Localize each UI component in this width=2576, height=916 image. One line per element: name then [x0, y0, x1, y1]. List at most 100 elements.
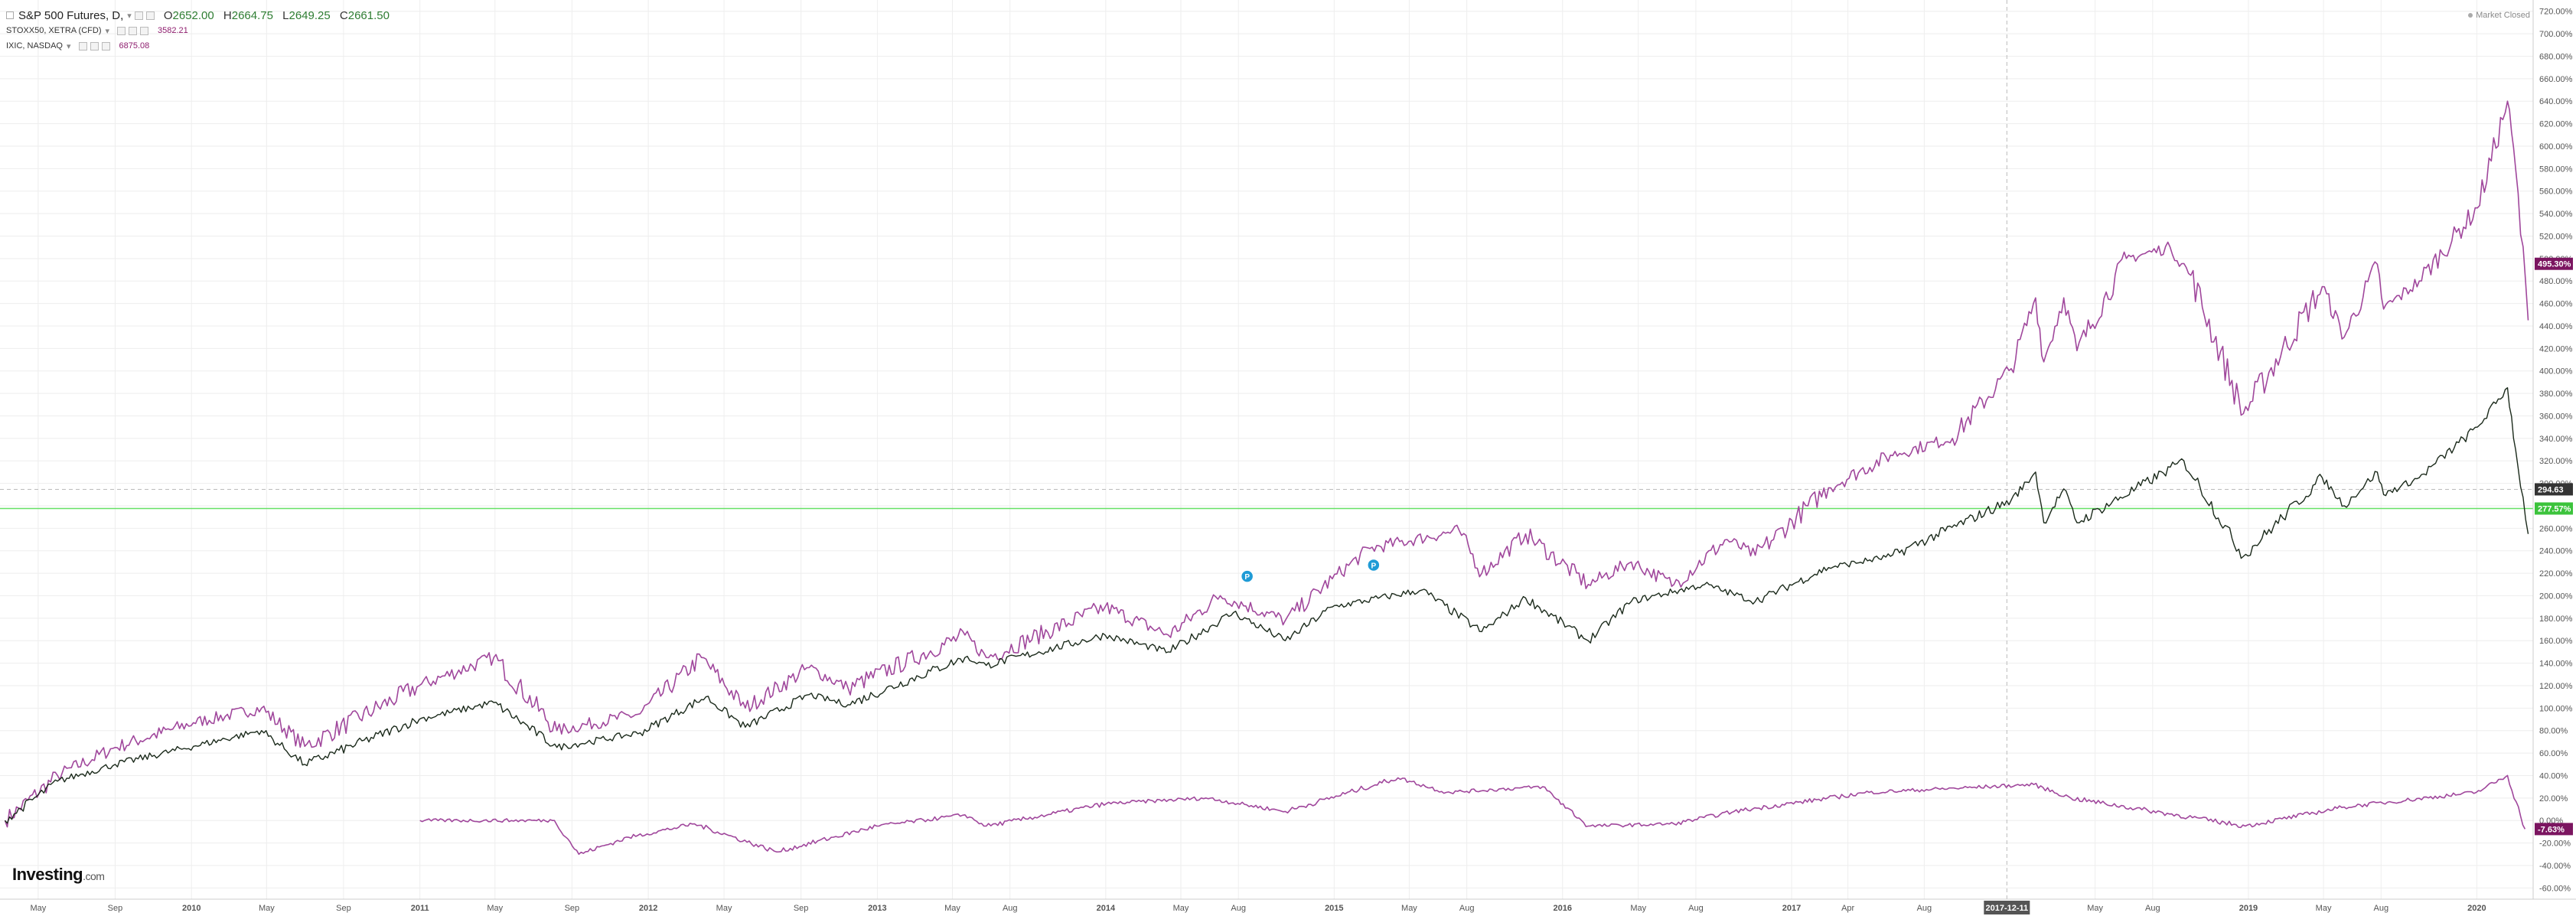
y-tick-label: 100.00% [2539, 704, 2573, 713]
y-tick-label: 200.00% [2539, 592, 2573, 601]
overlay-value-ixic: 6875.08 [119, 41, 150, 51]
x-tick-label: 2017 [1782, 904, 1801, 913]
y-tick-label: 700.00% [2539, 30, 2573, 39]
x-tick-label: 2010 [182, 904, 201, 913]
settings-icon[interactable] [129, 26, 138, 35]
y-tick-label: 400.00% [2539, 367, 2573, 377]
y-tick-label: 180.00% [2539, 614, 2573, 624]
y-tick-label: 620.00% [2539, 120, 2573, 129]
legend-main-row: S&P 500 Futures, D, ▾ O2652.00 H2664.75 … [6, 8, 396, 23]
y-tick-label: 60.00% [2539, 749, 2568, 758]
overlay-value-stoxx: 3582.21 [158, 26, 188, 35]
y-tick-label: 720.00% [2539, 8, 2573, 17]
event-markers[interactable]: PP [1240, 558, 1381, 583]
crosshair-date-badge [1984, 901, 2030, 914]
status-dot-icon [2468, 13, 2473, 18]
last-value-text-ixic-nasdaq: 495.30% [2538, 260, 2571, 269]
x-tick-label: May [487, 904, 503, 913]
x-tick-label: Sep [794, 904, 809, 913]
y-tick-label: 40.00% [2539, 771, 2568, 781]
y-tick-label: 320.00% [2539, 457, 2573, 466]
time-axis[interactable]: May Sep 2010 May Sep 2011 May Sep 2012 May Sep 2013… [30, 904, 2486, 913]
x-tick-label: Aug [1459, 904, 1475, 913]
y-tick-label: 660.00% [2539, 75, 2573, 84]
event-marker-icon[interactable] [1240, 569, 1254, 583]
y-tick-label: 20.00% [2539, 794, 2568, 804]
last-value-badge-stoxx50-xetra-cfd [2535, 823, 2573, 836]
x-tick-label: Sep [336, 904, 351, 913]
y-tick-label: 560.00% [2539, 187, 2573, 197]
last-value-text-stoxx50-xetra-cfd: -7.63% [2538, 825, 2565, 834]
x-tick-label: Aug [1688, 904, 1704, 913]
x-tick-label: Aug [1003, 904, 1018, 913]
x-tick-label: Aug [2374, 904, 2389, 913]
y-tick-label: 600.00% [2539, 142, 2573, 152]
x-tick-label: May [1173, 904, 1189, 913]
high-value: H2664.75 [223, 8, 273, 22]
market-status: Market Closed [2468, 11, 2530, 20]
chevron-down-icon[interactable]: ▾ [127, 11, 132, 21]
x-tick-label: May [2316, 904, 2332, 913]
x-tick-label: May [2087, 904, 2103, 913]
x-tick-label: May [30, 904, 46, 913]
x-tick-label: Sep [108, 904, 123, 913]
last-value-badge-s-p-500-futures [2535, 483, 2573, 496]
y-tick-label: 360.00% [2539, 412, 2573, 421]
x-tick-label: 2012 [639, 904, 657, 913]
y-tick-label: 440.00% [2539, 322, 2573, 331]
x-tick-label: 2020 [2467, 904, 2486, 913]
y-tick-label: -40.00% [2539, 862, 2571, 871]
chart-legend: S&P 500 Futures, D, ▾ O2652.00 H2664.75 … [6, 8, 396, 54]
series-lines [4, 100, 2529, 856]
chevron-down-icon[interactable]: ▾ [105, 26, 110, 36]
close-icon[interactable] [140, 26, 149, 35]
overlay-symbol-stoxx[interactable]: STOXX50, XETRA (CFD) [6, 26, 102, 35]
x-tick-label: May [944, 904, 960, 913]
y-tick-label: 520.00% [2539, 232, 2573, 241]
price-line-badge-text: 277.57% [2538, 505, 2571, 514]
x-tick-label: Aug [1917, 904, 1932, 913]
x-tick-label: May [259, 904, 275, 913]
y-tick-label: 640.00% [2539, 97, 2573, 106]
hide-icon[interactable] [78, 41, 87, 51]
last-value-badge-ixic-nasdaq [2535, 257, 2573, 270]
x-tick-label: Aug [1231, 904, 1246, 913]
price-axis[interactable]: -60.00%-40.00%-20.00%0.00%20.00%40.00%60… [2539, 8, 2573, 894]
close-value: C2661.50 [339, 8, 390, 22]
y-tick-label: 340.00% [2539, 435, 2573, 444]
hide-icon[interactable] [145, 11, 155, 20]
y-tick-label: 260.00% [2539, 524, 2573, 533]
x-tick-label: 2019 [2239, 904, 2258, 913]
hide-icon[interactable] [117, 26, 126, 35]
series-line-s-p-500-futures [4, 387, 2529, 824]
main-symbol-title[interactable]: S&P 500 Futures, D, [18, 8, 124, 22]
event-marker-label: P [1244, 573, 1250, 582]
reference-lines [0, 0, 2533, 899]
last-value-text-s-p-500-futures: 294.63 [2538, 485, 2564, 494]
x-tick-label: 2011 [411, 904, 429, 913]
settings-icon[interactable] [134, 11, 143, 20]
chevron-down-icon[interactable]: ▾ [66, 41, 71, 51]
y-tick-label: 540.00% [2539, 210, 2573, 219]
x-tick-label: 2014 [1097, 904, 1116, 913]
x-tick-label: 2016 [1554, 904, 1572, 913]
legend-overlay-row-stoxx: STOXX50, XETRA (CFD) ▾ 3582.21 [6, 23, 396, 38]
x-tick-label: Apr [1841, 904, 1854, 913]
overlay-symbol-ixic[interactable]: IXIC, NASDAQ [6, 41, 63, 51]
y-tick-label: 460.00% [2539, 300, 2573, 309]
y-tick-label: -60.00% [2539, 884, 2571, 893]
close-icon[interactable] [101, 41, 110, 51]
event-marker-icon[interactable] [1367, 558, 1381, 572]
ohlc-values: O2652.00 H2664.75 L2649.25 C2661.50 [164, 9, 396, 22]
crosshair-date-text: 2017-12-11 [1985, 904, 2028, 913]
x-tick-label: 2013 [868, 904, 886, 913]
y-tick-label: 160.00% [2539, 637, 2573, 646]
settings-icon[interactable] [90, 41, 99, 51]
open-value: O2652.00 [163, 8, 214, 22]
y-tick-label: 480.00% [2539, 277, 2573, 286]
series-line-stoxx50-xetra-cfd [419, 774, 2526, 856]
x-tick-label: May [1630, 904, 1646, 913]
plot-background [0, 0, 2533, 899]
collapse-toggle-icon[interactable] [6, 11, 14, 19]
